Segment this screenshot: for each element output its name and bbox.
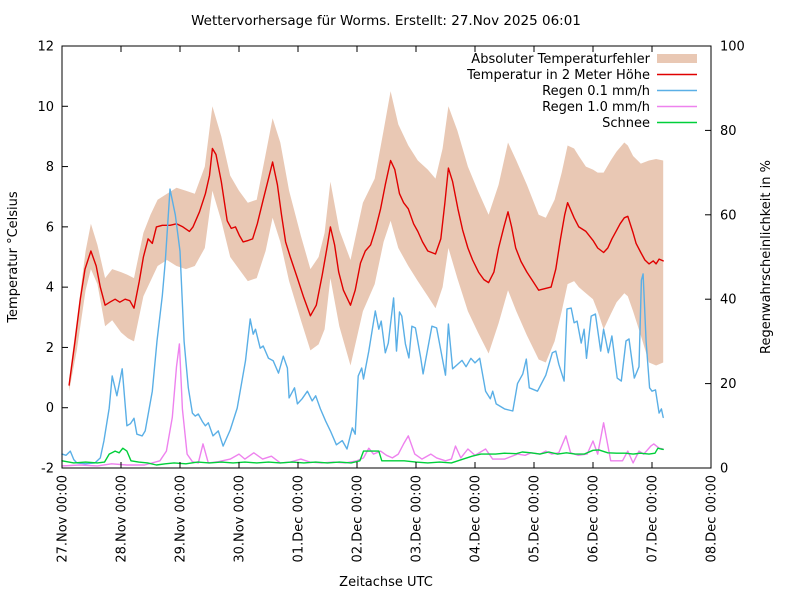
temperature-error-band <box>69 91 664 392</box>
y-right-tick-label: 0 <box>720 462 728 477</box>
legend: Absoluter Temperaturfehler Temperatur in… <box>466 52 697 131</box>
legend-label-rain-01: Regen 0.1 mm/h <box>542 84 650 99</box>
series-line-temperatur-in-2-meter-h-he <box>68 147 664 386</box>
legend-label-snow: Schnee <box>602 116 650 131</box>
y-left-tick-label: 10 <box>37 100 54 115</box>
x-tick-label: 08.Dec 00:00 <box>705 475 720 562</box>
y-right-tick-label: 60 <box>720 208 737 223</box>
plot-frame <box>61 45 712 469</box>
y-left-tick-label: 6 <box>46 220 54 235</box>
series-line-regen-0-1-mm-h <box>61 188 664 465</box>
y-axis-left-title: Temperatur °Celsius <box>6 191 21 324</box>
y-left-tick-label: 2 <box>46 341 54 356</box>
legend-label-temperature-error: Absoluter Temperaturfehler <box>471 52 650 67</box>
y-left-tick-label: -2 <box>41 462 54 477</box>
x-tick-label: 07.Dec 00:00 <box>646 475 661 562</box>
x-axis-title: Zeitachse UTC <box>339 575 433 590</box>
legend-swatch-temperature-error-band <box>657 54 697 63</box>
y-left-tick-label: 8 <box>46 160 54 175</box>
x-tick-label: 29.Nov 00:00 <box>174 475 189 563</box>
x-tick-label: 05.Dec 00:00 <box>528 475 543 562</box>
x-tick-label: 03.Dec 00:00 <box>410 475 425 562</box>
legend-label-rain-10: Regen 1.0 mm/h <box>542 100 650 115</box>
y-right-tick-label: 80 <box>720 124 737 139</box>
y-left-tick-label: 4 <box>46 281 54 296</box>
x-tick-label: 30.Nov 00:00 <box>233 475 248 563</box>
x-tick-label: 06.Dec 00:00 <box>587 475 602 562</box>
series-line-schnee <box>61 447 664 466</box>
y-right-tick-label: 20 <box>720 377 737 392</box>
x-tick-label: 02.Dec 00:00 <box>351 475 366 562</box>
legend-label-temperature-2m: Temperatur in 2 Meter Höhe <box>466 68 650 83</box>
y-left-tick-label: 0 <box>46 401 54 416</box>
x-tick-label: 01.Dec 00:00 <box>292 475 307 562</box>
x-tick-label: 27.Nov 00:00 <box>56 475 71 563</box>
y-right-tick-label: 40 <box>720 293 737 308</box>
y-axis-right-title: Regenwahrscheinlichkeit in % <box>759 160 774 354</box>
y-left-tick-label: 12 <box>37 40 54 55</box>
y-right-tick-label: 100 <box>720 40 745 55</box>
error-band-layer <box>69 91 664 392</box>
x-tick-label: 28.Nov 00:00 <box>115 475 130 563</box>
chart-title: Wettervorhersage für Worms. Erstellt: 27… <box>191 13 581 29</box>
axis-tick-label-layer: 27.Nov 00:00 28.Nov 00:00 29.Nov 00:00 30.N… <box>37 40 744 563</box>
x-tick-label: 04.Dec 00:00 <box>469 475 484 562</box>
series-line-regen-1-0-mm-h <box>61 343 664 467</box>
series-line-layer <box>61 147 664 467</box>
